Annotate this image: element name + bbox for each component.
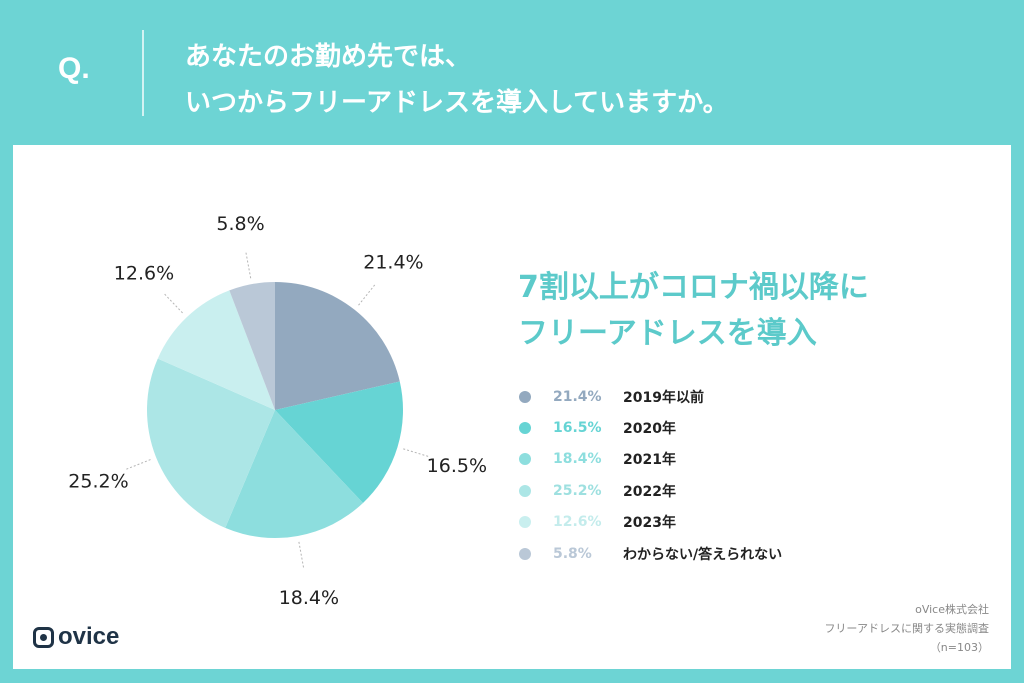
pie-slice xyxy=(157,290,275,410)
legend-label: 2021年 xyxy=(623,452,676,469)
leader-line xyxy=(245,250,252,279)
legend-label: わからない/答えられない xyxy=(623,546,783,563)
pie-slice xyxy=(275,282,400,410)
headline-line-2: フリーアドレスを導入 xyxy=(518,316,817,351)
legend-swatch xyxy=(519,484,531,497)
legend-label: 2020年 xyxy=(623,421,676,438)
header: Q. あなたのお勤め先では、 いつからフリーアドレスを導入していますか。 xyxy=(0,0,1024,145)
source-company: oVice株式会社 xyxy=(915,603,989,616)
ovice-logo-text: ovice xyxy=(58,623,120,650)
pie-slice xyxy=(147,358,275,528)
leader-line xyxy=(358,283,377,306)
legend: 21.4% 2019年以前 16.5% 2020年 18.4% 2021年 25.2% 202… xyxy=(513,381,782,569)
source-sample-size: （n=103） xyxy=(929,641,989,654)
headline: 7割以上がコロナ禍以降に フリーアドレスを導入 xyxy=(518,265,869,357)
slice-value-label: 16.5% xyxy=(427,455,487,477)
question-marker: Q. xyxy=(58,52,90,85)
slice-value-label: 5.8% xyxy=(216,213,264,235)
legend-swatch xyxy=(519,390,531,403)
legend-percent: 5.8% xyxy=(553,545,592,562)
legend-label: 2022年 xyxy=(623,483,676,500)
source-note: oVice株式会社 フリーアドレスに関する実態調査 （n=103） xyxy=(824,600,989,657)
pie-slice xyxy=(275,381,403,503)
question-text: あなたのお勤め先では、 いつからフリーアドレスを導入していますか。 xyxy=(185,34,729,126)
leader-line xyxy=(124,459,151,471)
ovice-logo-icon xyxy=(33,626,54,648)
leader-line xyxy=(162,292,183,314)
slice-value-label: 18.4% xyxy=(279,587,339,609)
legend-percent: 18.4% xyxy=(553,451,602,468)
leader-line xyxy=(403,448,431,458)
legend-swatch xyxy=(519,516,531,529)
pie-chart: 21.4% 16.5% 18.4% 25.2% 12.6% 5.8% xyxy=(68,213,487,609)
pie-slice xyxy=(229,282,275,410)
slice-value-label: 21.4% xyxy=(363,251,423,273)
legend-item: 21.4% 2019年以前 xyxy=(513,381,782,412)
source-survey: フリーアドレスに関する実態調査 xyxy=(824,622,989,635)
legend-percent: 12.6% xyxy=(553,514,602,531)
legend-item: 18.4% 2021年 xyxy=(513,444,782,475)
question-line-1: あなたのお勤め先では、 xyxy=(185,42,472,72)
chart-panel: 21.4% 16.5% 18.4% 25.2% 12.6% 5.8% 7割以上がコロナ禍以… xyxy=(13,145,1011,669)
ovice-logo: ovice xyxy=(33,623,119,651)
legend-percent: 16.5% xyxy=(553,420,602,437)
headline-line-1: 7割以上がコロナ禍以降に xyxy=(518,270,869,305)
question-line-2: いつからフリーアドレスを導入していますか。 xyxy=(185,88,729,118)
legend-percent: 21.4% xyxy=(553,388,602,405)
legend-item: 5.8% わからない/答えられない xyxy=(513,538,782,569)
legend-item: 16.5% 2020年 xyxy=(513,412,782,443)
legend-swatch xyxy=(519,453,531,466)
legend-item: 12.6% 2023年 xyxy=(513,507,782,538)
legend-swatch xyxy=(519,422,531,435)
pie-slice xyxy=(225,410,363,538)
leader-line xyxy=(298,541,305,570)
legend-item: 25.2% 2022年 xyxy=(513,475,782,506)
slice-value-label: 25.2% xyxy=(68,470,128,492)
slice-value-label: 12.6% xyxy=(114,262,174,284)
legend-label: 2023年 xyxy=(623,515,676,532)
legend-swatch xyxy=(519,547,531,560)
header-divider xyxy=(142,30,144,116)
legend-label: 2019年以前 xyxy=(623,389,704,406)
legend-percent: 25.2% xyxy=(553,482,602,499)
